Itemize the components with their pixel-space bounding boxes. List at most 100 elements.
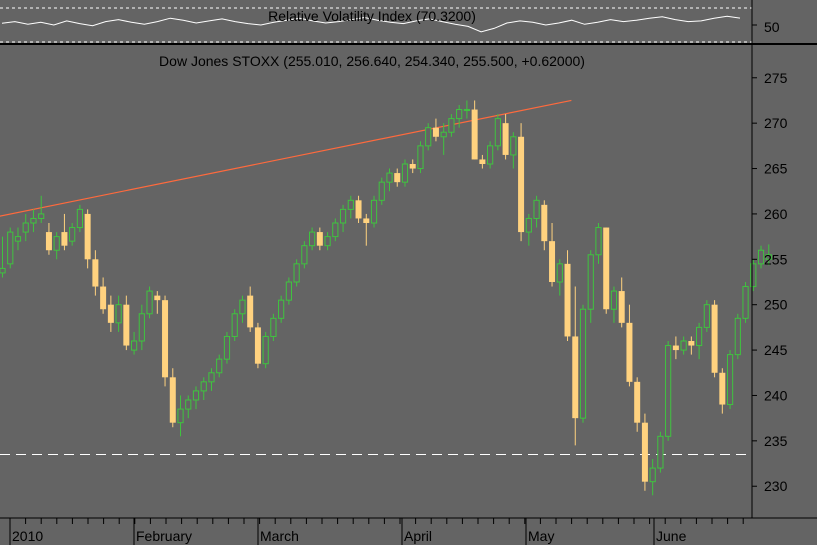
candle-body	[502, 123, 509, 155]
candle-body	[432, 127, 439, 137]
candle-body	[239, 299, 246, 315]
candle	[502, 114, 509, 160]
candle	[262, 331, 269, 369]
candle	[169, 368, 176, 428]
candle-body	[378, 181, 385, 201]
candle-body	[154, 295, 161, 301]
candle	[177, 395, 184, 437]
candle-body	[572, 336, 579, 419]
candle-body	[649, 467, 656, 483]
candle-body	[200, 381, 207, 392]
candle	[518, 123, 525, 242]
candle	[216, 354, 223, 378]
candle	[30, 209, 37, 233]
candle	[657, 431, 664, 473]
rvi-series	[1, 15, 757, 33]
candle	[53, 232, 60, 260]
candle	[696, 322, 703, 360]
candle	[750, 259, 757, 292]
candle	[208, 368, 215, 391]
y-tick-label: 240	[764, 387, 788, 403]
candle	[533, 195, 540, 228]
candle-body	[324, 236, 331, 247]
candle	[0, 236, 6, 278]
candle-body	[618, 291, 625, 323]
candle	[471, 100, 478, 160]
candle	[726, 350, 734, 410]
candle-body	[750, 263, 757, 288]
candle-body	[169, 377, 176, 423]
y-tick-label: 245	[764, 342, 788, 358]
candle-body	[53, 236, 60, 251]
candle	[409, 159, 416, 174]
candle	[649, 459, 656, 496]
y-tick-label: 255	[764, 251, 788, 267]
candle-body	[7, 231, 14, 265]
candle	[378, 177, 385, 205]
candle-body	[30, 217, 37, 224]
candle	[7, 227, 14, 269]
candle-body	[107, 304, 114, 323]
candle	[84, 209, 91, 269]
candle-body	[339, 208, 347, 224]
candle-body	[14, 236, 22, 242]
x-tick-label: March	[260, 528, 299, 544]
candle-body	[757, 249, 765, 265]
candle-body	[510, 136, 517, 156]
candle-body	[262, 335, 269, 365]
candle	[587, 250, 594, 323]
candle	[107, 295, 114, 332]
candle	[324, 232, 331, 251]
candle	[394, 168, 401, 187]
candle-body	[231, 313, 238, 337]
candle-body	[0, 267, 6, 274]
candle	[231, 309, 238, 341]
candle-body	[69, 227, 76, 242]
candle	[572, 286, 579, 446]
candle-body	[665, 345, 672, 437]
candle	[711, 300, 718, 378]
candle-body	[316, 232, 323, 246]
candle-body	[177, 408, 184, 424]
candle-body	[734, 317, 741, 356]
candle-body	[285, 281, 292, 301]
candle	[278, 295, 285, 323]
candle-body	[347, 199, 354, 210]
candle	[401, 159, 409, 187]
candle	[417, 141, 424, 174]
candle	[665, 341, 672, 441]
x-tick-label: April	[404, 528, 432, 544]
candle-body	[45, 232, 52, 251]
candle-body	[610, 290, 618, 310]
candle-body	[688, 341, 695, 346]
candle-body	[332, 222, 339, 238]
candle-body	[355, 200, 362, 219]
y-tick-label: 235	[764, 433, 788, 449]
candle	[154, 291, 161, 314]
candle-body	[487, 145, 494, 165]
candle	[69, 223, 76, 246]
candle	[479, 154, 486, 169]
candle	[162, 295, 169, 387]
candle	[603, 227, 610, 314]
x-tick-label: June	[656, 528, 687, 544]
candle	[610, 286, 618, 323]
candle	[510, 132, 517, 169]
candle-body	[146, 290, 153, 315]
candle-body	[61, 232, 68, 246]
candle-body	[696, 326, 703, 347]
candle-body	[440, 131, 447, 138]
candle-body	[115, 304, 122, 324]
candle-body	[84, 213, 91, 260]
candle	[595, 223, 602, 264]
candle	[688, 336, 695, 355]
candle	[115, 295, 122, 332]
candle-body	[138, 313, 145, 342]
y-tick-label: 270	[764, 115, 788, 131]
candle	[200, 377, 207, 400]
candle	[76, 204, 84, 233]
candle	[146, 286, 153, 319]
candle	[549, 223, 556, 287]
candle-body	[309, 231, 316, 247]
